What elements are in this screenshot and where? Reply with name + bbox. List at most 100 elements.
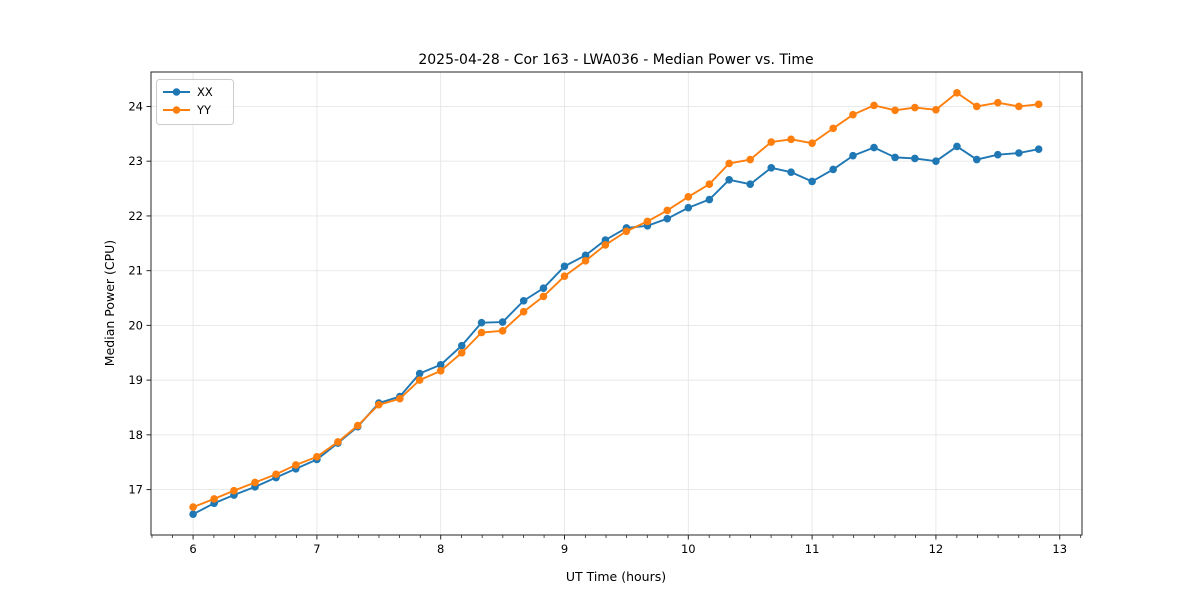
y-tick-label: 20 <box>128 318 143 332</box>
series-yy-point <box>601 241 610 249</box>
series-xx-point <box>849 151 857 160</box>
x-tick-label: 12 <box>929 542 944 556</box>
x-axis-label: UT Time (hours) <box>566 569 666 584</box>
series-yy-point <box>498 327 507 335</box>
legend-label-xx: XX <box>197 85 213 99</box>
series-yy-point <box>663 206 672 215</box>
series-yy-point <box>932 105 940 114</box>
x-tick-label: 9 <box>561 542 568 556</box>
x-tick-label: 7 <box>313 542 320 556</box>
series-yy-point <box>911 103 919 112</box>
series-yy-line <box>192 91 1039 508</box>
legend-marker-yy <box>172 106 181 114</box>
series-xx-point <box>498 318 507 326</box>
series-xx-point <box>1015 149 1023 157</box>
series-yy-point <box>1015 102 1023 111</box>
series-layer <box>189 89 1043 518</box>
series-yy-point <box>581 257 590 265</box>
y-tick-label: 21 <box>128 264 143 278</box>
series-yy-point <box>539 292 548 301</box>
series-xx-point <box>663 214 672 223</box>
axes-layer: 6 7 8 9 10 11 12 13 17 18 19 20 21 22 23 24 <box>128 71 1083 556</box>
y-tick-label: 23 <box>128 154 143 168</box>
series-yy-point <box>891 106 899 115</box>
series-yy-point <box>477 328 486 337</box>
series-yy-point <box>415 376 424 384</box>
series-xx-point <box>829 165 837 174</box>
series-yy-point <box>870 101 878 110</box>
series-xx-point <box>705 195 714 204</box>
series-xx-point <box>787 168 795 176</box>
series-xx-point <box>457 341 466 350</box>
series-xx-point <box>684 203 693 212</box>
series-yy-point <box>292 461 300 469</box>
series-xx-point <box>725 176 733 184</box>
series-xx-point <box>911 154 919 163</box>
series-xx-point <box>808 177 816 186</box>
x-tick-label: 10 <box>681 542 696 556</box>
y-tick-label: 19 <box>128 373 143 387</box>
y-axis-label: Median Power (CPU) <box>102 240 117 366</box>
x-tick-label: 13 <box>1052 542 1067 556</box>
series-yy-point <box>829 124 837 133</box>
series-yy-point <box>725 159 733 168</box>
series-xx-point <box>415 369 424 378</box>
series-xx-point <box>539 284 548 292</box>
series-yy-point <box>746 155 755 164</box>
series-yy-point <box>251 478 259 487</box>
series-yy-point <box>353 421 362 430</box>
series-yy-point <box>375 400 383 409</box>
y-tick-label: 22 <box>128 209 143 223</box>
series-yy-point <box>519 307 528 316</box>
series-yy-point <box>334 438 342 446</box>
series-xx-point <box>477 318 486 327</box>
legend-marker-xx <box>172 88 181 96</box>
series-yy-point <box>313 452 321 461</box>
series-xx-point <box>932 157 940 166</box>
series-xx-point <box>746 180 755 188</box>
series-yy-point <box>230 486 238 495</box>
series-yy-point <box>849 110 857 119</box>
series-yy-point <box>684 192 693 201</box>
y-tick-label: 18 <box>128 428 143 442</box>
legend-label-yy: YY <box>196 103 212 117</box>
series-yy-point <box>643 217 652 226</box>
series-yy-point <box>560 272 569 280</box>
grid-layer <box>151 72 1082 535</box>
series-yy-point <box>272 470 280 479</box>
series-yy-point <box>972 102 981 111</box>
series-yy-point <box>994 98 1002 107</box>
legend: XX YY <box>156 79 234 125</box>
series-yy-point <box>457 348 466 357</box>
legend-frame <box>156 79 234 125</box>
series-xx-point <box>953 142 961 151</box>
series-xx-point <box>436 361 445 369</box>
series-xx-point <box>560 262 569 271</box>
series-yy-point <box>1034 100 1043 109</box>
series-xx-point <box>1034 145 1043 153</box>
series-xx-point <box>581 251 590 260</box>
y-tick-label: 24 <box>128 99 143 113</box>
series-yy-point <box>767 138 776 146</box>
y-tick-label: 17 <box>128 483 143 497</box>
chart-title: 2025-04-28 - Cor 163 - LWA036 - Median P… <box>418 52 813 68</box>
series-xx-point <box>767 163 776 172</box>
x-tick-label: 8 <box>437 542 444 556</box>
x-tick-label: 11 <box>805 542 820 556</box>
series-yy-point <box>189 503 197 511</box>
series-xx-point <box>519 296 528 305</box>
series-xx-point <box>891 153 899 162</box>
series-xx-point <box>189 510 197 518</box>
plot-border <box>150 71 1083 536</box>
series-xx-point <box>870 143 878 152</box>
x-tick-label: 6 <box>189 542 196 556</box>
series-yy-point <box>808 139 816 147</box>
series-yy-point <box>622 227 631 236</box>
series-yy-point <box>953 89 961 97</box>
series-xx-point <box>972 155 981 164</box>
series-yy-point <box>787 135 795 144</box>
series-yy-point <box>705 180 714 188</box>
series-yy-point <box>436 367 445 375</box>
